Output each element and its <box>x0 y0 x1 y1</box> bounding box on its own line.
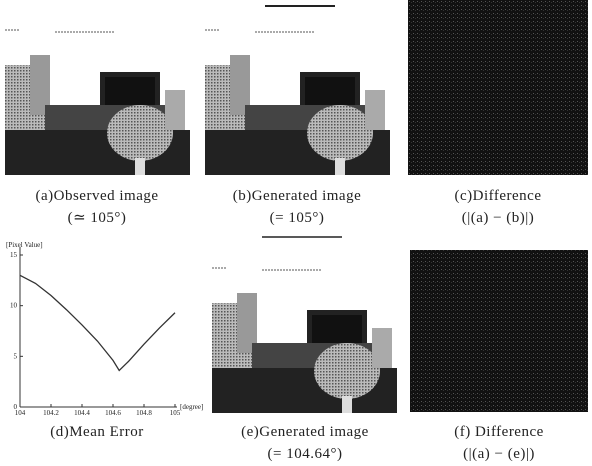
x-axis-label: [degree] <box>180 403 203 411</box>
page: {"panels": [ {"label": "(a)Observed imag… <box>0 0 592 466</box>
x-tick-label: 104.8 <box>136 409 152 417</box>
difference-image <box>408 0 588 175</box>
caption: (b)Generated image <box>233 188 362 204</box>
caption-sub: (|(a) − (b)|) <box>462 210 535 226</box>
caption-sub: (= 105°) <box>270 210 325 226</box>
caption-sub: (≃ 105°) <box>68 210 127 226</box>
difference-image <box>410 250 588 412</box>
caption: (f) Difference <box>454 424 544 440</box>
x-tick-label: 104.4 <box>74 409 90 417</box>
generated-image <box>205 10 390 175</box>
caption: (e)Generated image <box>241 424 369 440</box>
caption: (c)Difference <box>455 188 542 204</box>
line <box>20 275 175 370</box>
chart-title: (d)Mean Error <box>50 424 144 440</box>
y-axis-label: [Pixel Value] <box>6 241 43 249</box>
generated-image <box>212 248 397 413</box>
caption-sub: (|(a) − (e)|) <box>463 446 535 462</box>
x-tick-label: 104.2 <box>43 409 59 417</box>
x-tick-label: 104 <box>15 409 26 417</box>
y-tick-label: 15 <box>10 251 18 259</box>
y-tick-label: 10 <box>10 302 18 310</box>
observed-image <box>5 10 190 175</box>
caption: (a)Observed image <box>35 188 158 204</box>
y-tick-label: 5 <box>14 352 18 360</box>
x-tick-label: 104.6 <box>105 409 121 417</box>
figure: (a)Observed image (≃ 105°) (b)Generated im… <box>0 0 592 466</box>
caption-sub: (= 104.64°) <box>268 446 343 462</box>
x-tick-label: 105 <box>170 409 181 417</box>
